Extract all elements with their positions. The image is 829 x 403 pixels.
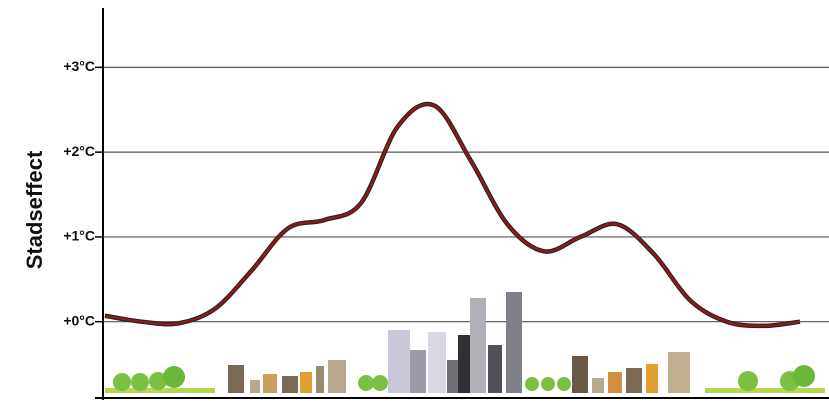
y-axis-label: Stadseffect <box>22 150 47 269</box>
line <box>104 102 801 328</box>
curve-outline <box>104 101 801 329</box>
y-tick-label: +3°C <box>63 58 95 74</box>
y-tick-label: +2°C <box>63 143 95 159</box>
y-tick-label: +1°C <box>63 228 95 244</box>
y-tick-label: +0°C <box>63 312 95 328</box>
skyline <box>105 292 825 393</box>
